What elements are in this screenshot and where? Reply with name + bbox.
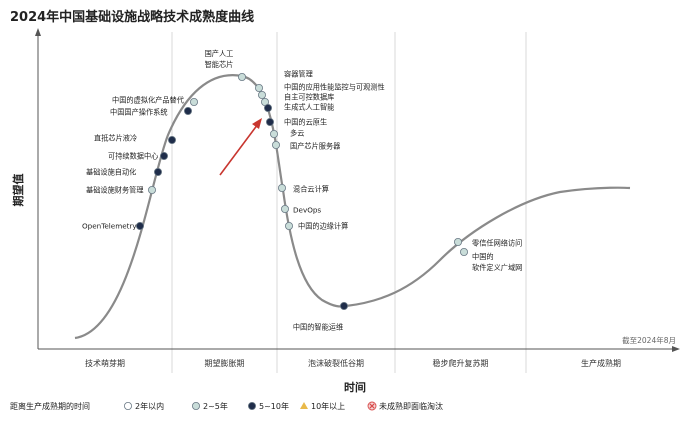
tech-marker — [257, 91, 266, 100]
tech-marker — [280, 204, 289, 213]
tech-point: 中国国产操作系统 — [110, 107, 192, 117]
chart-title: 2024年中国基础设施战略技术成熟度曲线 — [10, 9, 254, 25]
legend-swatch — [300, 402, 308, 409]
tech-marker — [277, 183, 286, 192]
tech-label: 基础设施财务管理 — [86, 186, 144, 195]
tech-point: 中国的智能运维 — [293, 301, 348, 332]
tech-label: 中国的智能运维 — [293, 323, 343, 332]
tech-marker — [459, 247, 468, 256]
tech-marker — [269, 129, 278, 138]
tech-label: 国产人工 — [205, 49, 234, 58]
x-axis-arrow — [672, 346, 680, 352]
tech-marker — [147, 185, 156, 194]
tech-point: 基础设施自动化 — [86, 168, 162, 177]
tech-label: DevOps — [293, 206, 321, 215]
tech-marker — [167, 135, 176, 144]
tech-marker — [153, 167, 162, 176]
tech-marker — [254, 84, 263, 93]
tech-label: 可持续数据中心 — [108, 152, 158, 161]
phase-label: 生产成熟期 — [581, 358, 621, 368]
tech-marker — [135, 221, 144, 230]
tech-label: 混合云计算 — [293, 185, 329, 194]
phase-label: 稳步爬升复苏期 — [433, 358, 489, 368]
tech-label: 智能芯片 — [205, 60, 234, 69]
legend-label: 2年以内 — [135, 401, 164, 411]
legend: 距离生产成熟期的时间 2年以内 2~5年 5~10年 10年以上 未成熟即面临淘汰 — [10, 401, 443, 411]
tech-point: 中国的应用性能监控与可观测性 — [257, 83, 385, 100]
tech-point: 基础设施财务管理 — [86, 186, 156, 195]
tech-point: DevOps — [280, 204, 321, 215]
legend-swatch — [124, 401, 133, 410]
legend-item: 2~5年 — [191, 401, 228, 411]
tech-label: 零信任网络访问 — [472, 239, 522, 248]
x-axis-label: 时间 — [344, 380, 366, 394]
tech-label: 生成式人工智能 — [284, 103, 334, 112]
tech-point: 多云 — [269, 129, 304, 138]
phase-label: 泡沫破裂低谷期 — [308, 358, 364, 368]
tech-label: 直抵芯片液冷 — [94, 134, 137, 143]
tech-point: 生成式人工智能 — [263, 103, 334, 113]
tech-label: 中国的虚拟化产品替代 — [112, 96, 184, 105]
tech-label: 中国的应用性能监控与可观测性 — [284, 83, 385, 92]
tech-label: 中国的云原生 — [284, 118, 327, 127]
legend-label: 未成熟即面临淘汰 — [379, 401, 443, 411]
y-axis-label: 期望值 — [11, 174, 25, 207]
hype-curve — [74, 74, 631, 340]
phase-label: 期望膨胀期 — [205, 358, 245, 368]
tech-point: OpenTelemetry — [82, 222, 144, 231]
legend-swatch-cross — [369, 403, 375, 409]
tech-marker — [263, 104, 272, 113]
tech-point: 中国的边缘计算 — [284, 221, 348, 231]
tech-marker — [237, 73, 246, 82]
tech-point: 容器管理 — [254, 70, 313, 93]
tech-point: 国产芯片服务器 — [271, 140, 340, 151]
legend-swatch — [191, 401, 200, 410]
date-note: 截至2024年8月 — [622, 335, 676, 345]
tech-marker — [339, 301, 348, 310]
tech-point: 中国的虚拟化产品替代 — [112, 96, 198, 107]
tech-label: 中国的 — [472, 252, 494, 261]
tech-label: 容器管理 — [284, 70, 313, 79]
phase-label: 技术萌芽期 — [85, 358, 125, 368]
tech-point: 混合云计算 — [277, 183, 329, 194]
tech-label: 中国的边缘计算 — [298, 222, 348, 231]
tech-point: 直抵芯片液冷 — [94, 134, 176, 144]
legend-swatch — [247, 401, 256, 410]
legend-item: 5~10年 — [247, 401, 289, 411]
tech-label: 软件定义广域网 — [472, 263, 522, 272]
tech-point: 中国的云原生 — [265, 118, 327, 127]
tech-marker — [284, 221, 293, 230]
tech-marker — [183, 107, 192, 116]
y-axis-arrow — [35, 28, 41, 36]
tech-label: OpenTelemetry — [82, 222, 137, 231]
legend-item: 未成熟即面临淘汰 — [367, 401, 443, 411]
legend-label: 2~5年 — [203, 401, 228, 411]
legend-label: 5~10年 — [259, 401, 289, 411]
tech-label: 国产芯片服务器 — [290, 142, 340, 151]
tech-label: 多云 — [290, 129, 304, 138]
legend-title: 距离生产成熟期的时间 — [10, 401, 90, 411]
tech-marker — [271, 140, 280, 149]
legend-item: 2年以内 — [124, 401, 164, 411]
tech-point: 零信任网络访问 — [453, 237, 522, 248]
highlight-arrow — [219, 118, 262, 176]
tech-marker — [453, 237, 462, 246]
tech-label: 基础设施自动化 — [86, 168, 136, 177]
tech-label: 中国国产操作系统 — [110, 108, 168, 117]
tech-label: 自主可控数据库 — [284, 93, 334, 102]
legend-items: 2年以内 2~5年 5~10年 10年以上 未成熟即面临淘汰 — [124, 401, 443, 411]
tech-marker — [189, 98, 198, 107]
tech-marker — [159, 151, 168, 160]
tech-point: 可持续数据中心 — [108, 152, 168, 161]
phase-labels: 技术萌芽期 期望膨胀期 泡沫破裂低谷期 稳步爬升复苏期 生产成熟期 — [85, 358, 621, 368]
legend-item: 10年以上 — [300, 401, 345, 411]
legend-label: 10年以上 — [311, 401, 345, 411]
tech-marker — [265, 118, 274, 127]
